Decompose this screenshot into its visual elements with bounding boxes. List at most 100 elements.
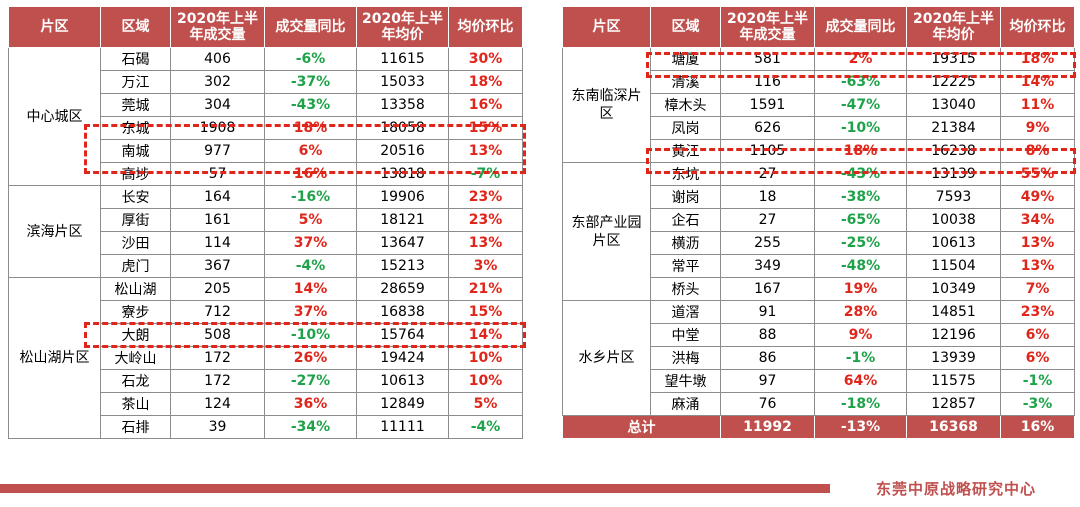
- table-row: 麻涌 76 -18% 12857 -3%: [563, 392, 1075, 416]
- volume-yoy-cell: -6%: [264, 47, 357, 71]
- area-cell: 石龙: [100, 369, 171, 393]
- price-mom-cell: -3%: [1000, 392, 1075, 416]
- avg-price-cell: 15033: [356, 70, 449, 94]
- avg-price-cell: 13139: [906, 162, 1001, 186]
- volume-cell: 205: [170, 277, 265, 301]
- price-mom-cell: 18%: [448, 70, 523, 94]
- price-mom-cell: 23%: [448, 208, 523, 232]
- volume-yoy-cell: 5%: [264, 208, 357, 232]
- header-volume: 2020年上半年成交量: [170, 6, 265, 48]
- volume-yoy-cell: -4%: [264, 254, 357, 278]
- volume-cell: 27: [720, 208, 815, 232]
- area-cell: 石排: [100, 415, 171, 439]
- header-row: 片区 区域 2020年上半年成交量 成交量同比 2020年上半年均价 均价环比: [8, 6, 523, 48]
- price-mom-cell: 8%: [1000, 139, 1075, 163]
- price-mom-cell: 9%: [1000, 116, 1075, 140]
- header-zone: 片区: [8, 6, 101, 48]
- header-zone: 片区: [562, 6, 651, 48]
- volume-cell: 167: [720, 277, 815, 301]
- price-mom-cell: 6%: [1000, 346, 1075, 370]
- price-mom-cell: 7%: [1000, 277, 1075, 301]
- left-data-table: 片区 区域 2020年上半年成交量 成交量同比 2020年上半年均价 均价环比 …: [8, 6, 523, 439]
- zone-cell: 松山湖片区: [8, 277, 101, 439]
- price-mom-cell: 5%: [448, 392, 523, 416]
- avg-price-cell: 19424: [356, 346, 449, 370]
- area-cell: 黄江: [650, 139, 721, 163]
- area-cell: 樟木头: [650, 93, 721, 117]
- volume-yoy-cell: 26%: [264, 346, 357, 370]
- table-row: 寮步 712 37% 16838 15%: [9, 300, 523, 324]
- price-mom-cell: 16%: [448, 93, 523, 117]
- price-mom-cell: 55%: [1000, 162, 1075, 186]
- volume-cell: 57: [170, 162, 265, 186]
- area-cell: 虎门: [100, 254, 171, 278]
- area-cell: 望牛墩: [650, 369, 721, 393]
- avg-price-cell: 18121: [356, 208, 449, 232]
- volume-cell: 626: [720, 116, 815, 140]
- right-data-table: 片区 区域 2020年上半年成交量 成交量同比 2020年上半年均价 均价环比 …: [562, 6, 1075, 439]
- area-cell: 常平: [650, 254, 721, 278]
- header-avg-price: 2020年上半年均价: [906, 6, 1001, 48]
- volume-cell: 86: [720, 346, 815, 370]
- area-cell: 塘厦: [650, 47, 721, 71]
- volume-cell: 367: [170, 254, 265, 278]
- volume-yoy-cell: 19%: [814, 277, 907, 301]
- volume-cell: 1105: [720, 139, 815, 163]
- volume-cell: 172: [170, 346, 265, 370]
- total-row: 总计 11992 -13% 16368 16%: [562, 415, 1075, 439]
- price-mom-cell: 3%: [448, 254, 523, 278]
- volume-yoy-cell: -38%: [814, 185, 907, 209]
- volume-yoy-cell: 2%: [814, 47, 907, 71]
- volume-cell: 39: [170, 415, 265, 439]
- avg-price-cell: 11615: [356, 47, 449, 71]
- price-mom-cell: 34%: [1000, 208, 1075, 232]
- price-mom-cell: 18%: [1000, 47, 1075, 71]
- header-price-mom: 均价环比: [448, 6, 523, 48]
- price-mom-cell: 13%: [1000, 254, 1075, 278]
- avg-price-cell: 19906: [356, 185, 449, 209]
- table-row: 南城 977 6% 20516 13%: [9, 139, 523, 163]
- avg-price-cell: 12225: [906, 70, 1001, 94]
- volume-yoy-cell: -43%: [264, 93, 357, 117]
- area-cell: 高埗: [100, 162, 171, 186]
- area-cell: 南城: [100, 139, 171, 163]
- volume-yoy-cell: -1%: [814, 346, 907, 370]
- volume-cell: 91: [720, 300, 815, 324]
- header-volume: 2020年上半年成交量: [720, 6, 815, 48]
- avg-price-cell: 13647: [356, 231, 449, 255]
- area-cell: 莞城: [100, 93, 171, 117]
- table-row: 茶山 124 36% 12849 5%: [9, 392, 523, 416]
- price-mom-cell: 49%: [1000, 185, 1075, 209]
- table-row: 中堂 88 9% 12196 6%: [563, 323, 1075, 347]
- total-label: 总计: [562, 415, 721, 439]
- table-row: 清溪 116 -63% 12225 14%: [563, 70, 1075, 94]
- avg-price-cell: 10613: [906, 231, 1001, 255]
- area-cell: 寮步: [100, 300, 171, 324]
- table-row: 大朗 508 -10% 15764 14%: [9, 323, 523, 347]
- volume-cell: 1591: [720, 93, 815, 117]
- avg-price-cell: 11111: [356, 415, 449, 439]
- table-row: 谢岗 18 -38% 7593 49%: [563, 185, 1075, 209]
- table-row: 常平 349 -48% 11504 13%: [563, 254, 1075, 278]
- volume-cell: 406: [170, 47, 265, 71]
- avg-price-cell: 16838: [356, 300, 449, 324]
- avg-price-cell: 10349: [906, 277, 1001, 301]
- price-mom-cell: 23%: [1000, 300, 1075, 324]
- volume-cell: 712: [170, 300, 265, 324]
- volume-yoy-cell: -47%: [814, 93, 907, 117]
- avg-price-cell: 12857: [906, 392, 1001, 416]
- avg-price-cell: 13818: [356, 162, 449, 186]
- volume-yoy-cell: 16%: [264, 162, 357, 186]
- zone-cell: 东部产业园片区: [562, 162, 651, 301]
- avg-price-cell: 15213: [356, 254, 449, 278]
- area-cell: 洪梅: [650, 346, 721, 370]
- volume-cell: 114: [170, 231, 265, 255]
- area-cell: 大朗: [100, 323, 171, 347]
- volume-yoy-cell: -16%: [264, 185, 357, 209]
- price-mom-cell: -7%: [448, 162, 523, 186]
- header-volume-yoy: 成交量同比: [814, 6, 907, 48]
- area-cell: 东坑: [650, 162, 721, 186]
- volume-yoy-cell: 9%: [814, 323, 907, 347]
- area-cell: 厚街: [100, 208, 171, 232]
- avg-price-cell: 11575: [906, 369, 1001, 393]
